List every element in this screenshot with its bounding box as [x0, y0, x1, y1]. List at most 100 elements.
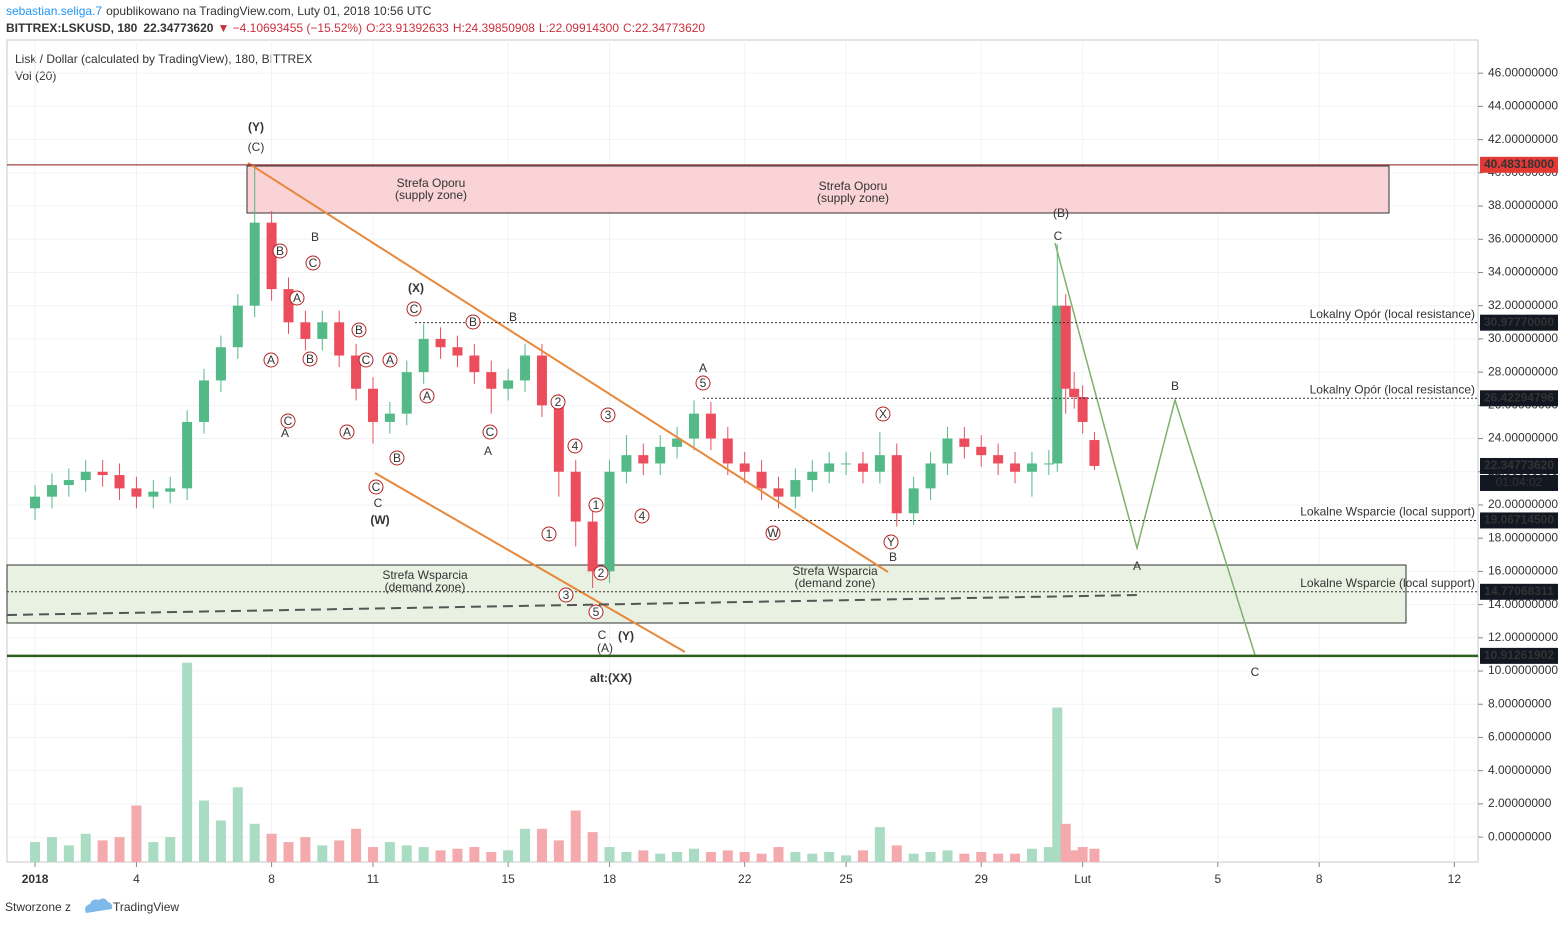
- volume-bar: [993, 853, 1004, 862]
- y-tick-label: 46.00000000: [1488, 65, 1558, 79]
- x-tick-label: 5: [1214, 872, 1221, 886]
- y-tick-label: 20.00000000: [1488, 497, 1558, 511]
- volume-bar: [435, 850, 446, 862]
- wave-circle: [634, 508, 650, 524]
- wave-label: B: [509, 310, 517, 324]
- wave-label: B: [355, 323, 363, 337]
- candle-body: [689, 413, 700, 439]
- wave-circle: [541, 526, 557, 542]
- x-tick-label: Lut: [1074, 872, 1091, 886]
- volume-bar: [1060, 823, 1071, 862]
- y-tick-label: 18.00000000: [1488, 530, 1558, 544]
- candle-body: [1077, 397, 1088, 422]
- wave-label: B: [889, 550, 897, 564]
- wave-circle: [406, 301, 422, 317]
- candle-body: [1043, 463, 1054, 465]
- volume-bar: [114, 837, 125, 862]
- candle-body: [1069, 388, 1080, 398]
- change: ▼ −4.10693455 (−15.52%): [217, 21, 362, 35]
- wave-label: 3: [563, 588, 570, 602]
- candle-body: [925, 463, 936, 489]
- wave-circle: [302, 351, 318, 367]
- wave-circle: [550, 394, 566, 410]
- volume-bar: [283, 842, 294, 862]
- candle-body: [232, 305, 243, 348]
- wave-circle: [305, 255, 321, 271]
- volume-bar: [469, 847, 480, 862]
- candle-body: [773, 488, 784, 497]
- candle-body: [249, 222, 260, 306]
- y-tick-label: 36.00000000: [1488, 231, 1558, 245]
- candle-body: [908, 488, 919, 514]
- volume-bar: [807, 853, 818, 862]
- candle-body: [334, 322, 345, 356]
- candle-body: [959, 438, 970, 447]
- wave-circle: [339, 424, 355, 440]
- volume-bar: [925, 852, 936, 862]
- wave-label: B: [393, 451, 401, 465]
- x-tick-label: 22: [738, 872, 752, 886]
- level-label: 10.91261902: [1484, 648, 1554, 662]
- wave-circle: [593, 565, 609, 581]
- candle-body: [317, 322, 328, 339]
- chart-title: Lisk / Dollar (calculated by TradingView…: [15, 52, 312, 66]
- volume-bar: [790, 852, 801, 862]
- y-tick-label: 2.00000000: [1488, 796, 1552, 810]
- candle-body: [46, 485, 57, 497]
- wave-circle: [695, 375, 711, 391]
- wave-circle: [389, 450, 405, 466]
- wave-label: 3: [605, 408, 612, 422]
- volume-bar: [874, 827, 885, 862]
- volume-bar: [503, 850, 514, 862]
- level-label: 40.48318000: [1484, 157, 1554, 171]
- volume-bar: [553, 840, 564, 862]
- wave-label: A: [1133, 559, 1141, 573]
- wave-label: A: [281, 426, 289, 440]
- volume-bar: [587, 832, 598, 862]
- volume-bar: [300, 837, 311, 862]
- high: H:24.39850908: [453, 21, 535, 35]
- volume-bar: [199, 800, 210, 862]
- candle-body: [621, 455, 632, 472]
- wave-circle: [588, 497, 604, 513]
- candle-body: [131, 488, 142, 497]
- level-note: Lokalne Wsparcie (local support): [1300, 576, 1475, 590]
- volume-bar: [249, 823, 260, 862]
- candle-body: [401, 372, 412, 414]
- symbol: BITTREX:LSKUSD, 180: [6, 21, 138, 35]
- wave-label: 2: [598, 566, 605, 580]
- wave-label: C: [1054, 229, 1063, 243]
- level-box: [1480, 647, 1558, 664]
- candle-body: [942, 438, 953, 464]
- candle-body: [1026, 463, 1037, 472]
- zone-subtitle: (demand zone): [795, 576, 876, 590]
- wave-circle: [382, 352, 398, 368]
- wave-label: C: [362, 353, 371, 367]
- level-label: 14.77068311: [1484, 584, 1554, 598]
- volume-bar: [976, 852, 987, 862]
- level-box: [1480, 457, 1558, 474]
- candle-body: [570, 471, 581, 522]
- volume-bar: [80, 833, 91, 862]
- wave-label: X: [879, 407, 887, 421]
- y-tick-label: 32.00000000: [1488, 298, 1558, 312]
- zone-subtitle: (demand zone): [385, 580, 466, 594]
- wave-circle: [558, 587, 574, 603]
- volume-bar: [655, 853, 666, 862]
- wave-circle: [368, 479, 384, 495]
- y-tick-label: 34.00000000: [1488, 265, 1558, 279]
- wave-circle: [567, 438, 583, 454]
- volume-bar: [1052, 707, 1063, 862]
- candle-body: [114, 475, 125, 489]
- volume-bar: [722, 850, 733, 862]
- footer-brand[interactable]: TradingView: [113, 900, 179, 914]
- projection: [1054, 242, 1256, 656]
- candle-body: [503, 380, 514, 389]
- logo: [85, 898, 113, 913]
- volume-bar: [959, 853, 970, 862]
- volume-bar: [891, 845, 902, 862]
- candle-body: [672, 438, 683, 447]
- level-box: [1480, 390, 1558, 407]
